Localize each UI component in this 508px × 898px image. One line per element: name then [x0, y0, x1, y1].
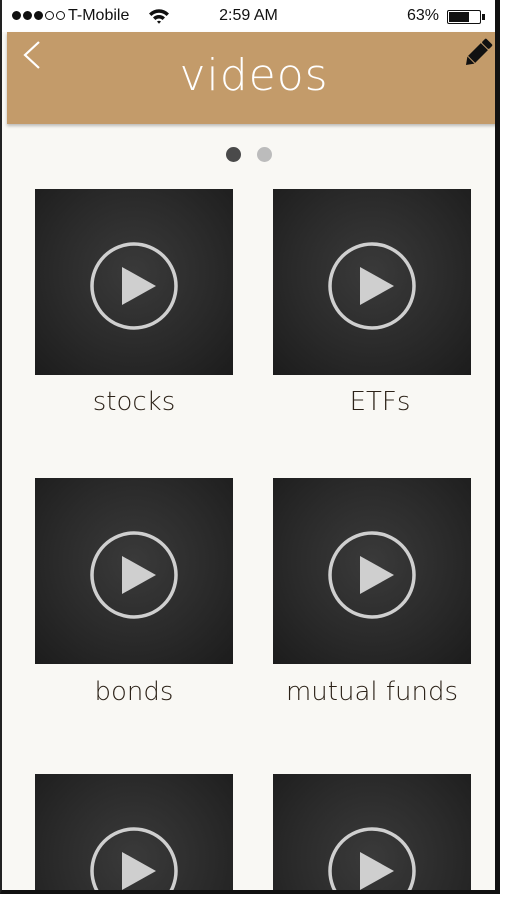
play-icon: [90, 242, 178, 330]
video-thumbnail[interactable]: [273, 478, 471, 664]
video-label[interactable]: bonds: [94, 677, 174, 707]
video-thumbnail[interactable]: [35, 774, 233, 890]
play-icon: [90, 827, 178, 890]
pencil-icon[interactable]: [461, 36, 495, 70]
page-dot[interactable]: [256, 147, 272, 162]
status-bar: T-Mobile 2:59 AM 63%: [2, 0, 495, 32]
play-icon: [328, 827, 416, 890]
play-icon: [90, 531, 178, 619]
signal-dot: [45, 11, 54, 20]
video-thumbnail[interactable]: [35, 189, 233, 375]
video-thumbnail[interactable]: [273, 774, 471, 890]
phone-screen: T-Mobile 2:59 AM 63% videos: [0, 0, 500, 894]
signal-dot: [56, 11, 65, 20]
signal-dot: [23, 11, 32, 20]
video-label[interactable]: stocks: [92, 387, 176, 417]
battery-tip: [482, 14, 485, 20]
page-dot-active[interactable]: [225, 147, 241, 162]
play-icon: [328, 531, 416, 619]
video-label[interactable]: ETFs: [349, 387, 411, 417]
battery-icon: [447, 10, 481, 24]
header-bar: videos: [7, 32, 495, 124]
clock: 2:59 AM: [219, 7, 278, 24]
play-icon: [328, 242, 416, 330]
battery-level-fill: [449, 12, 470, 22]
video-thumbnail[interactable]: [273, 189, 471, 375]
video-label[interactable]: mutual funds: [285, 677, 459, 707]
carrier-name: T-Mobile: [68, 7, 130, 24]
chevron-left-icon[interactable]: [17, 38, 47, 72]
wifi-icon: [149, 9, 169, 24]
signal-dot: [34, 11, 43, 20]
signal-strength-icon: [12, 11, 65, 20]
video-thumbnail[interactable]: [35, 478, 233, 664]
page-indicator[interactable]: [2, 147, 495, 162]
video-grid: stocks ETFs bonds mutual funds: [2, 0, 495, 890]
page-title: videos: [179, 50, 329, 101]
battery-percentage: 63%: [406, 7, 439, 24]
signal-dot: [12, 11, 21, 20]
